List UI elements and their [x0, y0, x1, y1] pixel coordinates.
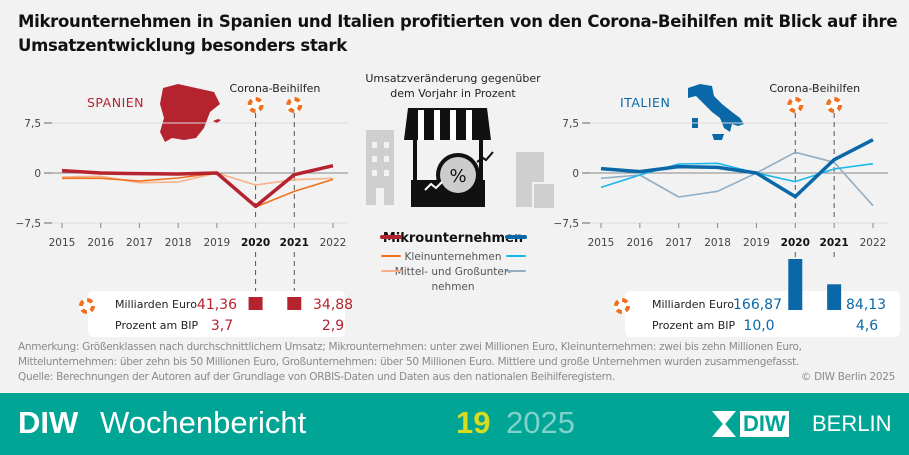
italy-billion-2020: 166,87 — [733, 297, 782, 313]
footer-year: 2025 — [506, 405, 575, 440]
spain-xtick-label: 2021 — [280, 237, 309, 249]
italy-label-billion: Milliarden Euro — [652, 298, 734, 311]
spain-billion-2020: 41,36 — [197, 297, 237, 313]
italy-aid-bar-2021 — [827, 284, 842, 310]
footer-publication: Wochenbericht — [100, 405, 307, 440]
italy-gdp-2020: 10,0 — [743, 318, 774, 334]
legend-small: Kleinunternehmen — [405, 251, 502, 263]
spain-xtick-label: 2015 — [49, 237, 76, 249]
spain-lifebuoy-icon-segments — [247, 97, 264, 113]
italy-xtick-label: 2015 — [588, 237, 615, 249]
title-line-2: Umsatzentwicklung besonders stark — [18, 36, 347, 55]
italy-aid-box-lifebuoy-icon-segments — [614, 298, 630, 314]
page-title: Mikrounternehmen in Spanien und Italien … — [18, 10, 898, 58]
spain-aid-box — [88, 291, 345, 337]
spain-map-icon — [160, 84, 220, 142]
italy-ytick-label: 7,5 — [562, 118, 579, 130]
spain-xtick-label: 2016 — [87, 237, 114, 249]
chart-canvas: % Umsatzveränderung gegenüber dem Vorjahr… — [16, 72, 900, 337]
footer-brand: DIW — [18, 405, 79, 440]
svg-text:%: % — [449, 166, 466, 187]
diw-logo-icon — [712, 411, 736, 437]
italy-lifebuoy-icon-segments — [787, 97, 804, 113]
italy-title: ITALIEN — [620, 95, 670, 110]
chart-subtitle-1: Umsatzveränderung gegenüber — [365, 72, 541, 85]
italy-series-micro — [600, 138, 874, 199]
spain-xtick-label: 2018 — [165, 237, 192, 249]
italy-lifebuoy-icon-segments — [826, 97, 843, 113]
spain-lifebuoy-icon-segments — [286, 97, 303, 113]
chart-subtitle-2: dem Vorjahr in Prozent — [390, 87, 516, 100]
italy-series-medium-large — [600, 151, 874, 207]
spain-xtick-label: 2017 — [126, 237, 153, 249]
footer-issue: 19 — [456, 405, 491, 440]
spain-ytick-label: −7,5 — [16, 218, 42, 230]
shop-illustration-icon: % — [366, 108, 556, 210]
spain-gdp-2021: 2,9 — [322, 318, 344, 334]
italy-xtick-label: 2020 — [781, 237, 810, 249]
italy-xtick-label: 2022 — [860, 237, 887, 249]
spain-label-billion: Milliarden Euro — [115, 298, 197, 311]
italy-ytick-label: −7,5 — [554, 218, 580, 230]
italy-series-small — [600, 162, 874, 189]
logo-berlin: BERLIN — [812, 411, 892, 436]
italy-billion-2021: 84,13 — [846, 297, 886, 313]
note-line-1: Anmerkung: Größenklassen nach durchschni… — [18, 341, 802, 353]
balearic-islands-icon — [213, 119, 221, 123]
spain-aid-box-lifebuoy-icon-segments — [79, 298, 95, 314]
italy-label-gdp: Prozent am BIP — [652, 319, 736, 332]
spain-aid-bar-2021 — [287, 297, 302, 310]
legend-medium-large: Mittel- und Großunter- — [395, 266, 512, 278]
italy-xtick-label: 2019 — [743, 237, 770, 249]
italy-xtick-label: 2021 — [820, 237, 849, 249]
spain-gdp-2020: 3,7 — [211, 318, 233, 334]
italy-gdp-2021: 4,6 — [856, 318, 878, 334]
italy-xtick-label: 2017 — [665, 237, 692, 249]
spain-xtick-label: 2019 — [203, 237, 230, 249]
spain-xtick-label: 2022 — [320, 237, 347, 249]
title-line-1: Mikrounternehmen in Spanien und Italien … — [18, 12, 898, 31]
italy-aid-bar-2020 — [788, 259, 803, 310]
italy-map-icon — [688, 84, 744, 140]
italy-xtick-label: 2018 — [704, 237, 731, 249]
italy-ytick-label: 0 — [572, 168, 579, 180]
spain-title: SPANIEN — [87, 95, 144, 110]
italy-aid-label: Corona-Beihilfen — [769, 82, 860, 95]
spain-aid-label: Corona-Beihilfen — [230, 82, 321, 95]
spain-ytick-label: 0 — [34, 168, 41, 180]
spain-billion-2021: 34,88 — [313, 297, 353, 313]
footer-bar: DIW Wochenbericht 19 2025 DIW BERLIN — [0, 393, 909, 455]
spain-series-small — [62, 172, 334, 208]
legend-micro: Mikrounternehmen — [383, 231, 523, 246]
spain-series-micro — [61, 163, 334, 209]
spain-ytick-label: 7,5 — [24, 118, 41, 130]
spain-aid-bar-2020 — [248, 297, 263, 310]
spain-xtick-label: 2020 — [241, 237, 270, 249]
italy-xtick-label: 2016 — [626, 237, 653, 249]
note-line-2: Mittelunternehmen: über zehn bis 50 Mill… — [18, 356, 799, 368]
source-line: Quelle: Berechnungen der Autoren auf der… — [18, 371, 615, 383]
spain-label-gdp: Prozent am BIP — [115, 319, 199, 332]
logo-diw: DIW — [740, 411, 789, 437]
legend-medium-large-cont: nehmen — [431, 281, 474, 293]
copyright: © DIW Berlin 2025 — [800, 371, 895, 383]
